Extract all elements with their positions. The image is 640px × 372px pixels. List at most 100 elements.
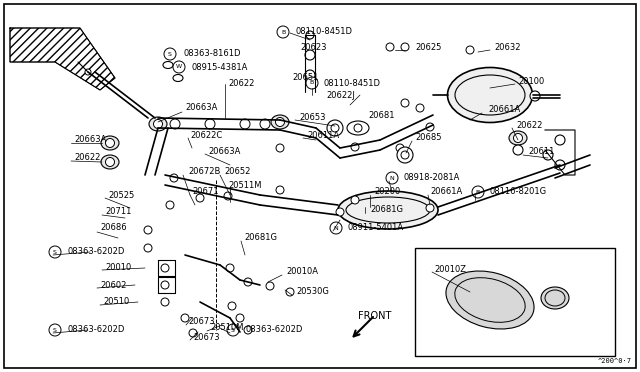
Text: B: B bbox=[310, 80, 314, 86]
Ellipse shape bbox=[101, 136, 119, 150]
Text: 20625: 20625 bbox=[415, 44, 442, 52]
Circle shape bbox=[260, 119, 270, 129]
Circle shape bbox=[144, 244, 152, 252]
Circle shape bbox=[513, 145, 523, 155]
Circle shape bbox=[530, 91, 540, 101]
Circle shape bbox=[331, 124, 339, 132]
Text: 20652: 20652 bbox=[224, 167, 250, 176]
Text: 20525: 20525 bbox=[108, 192, 134, 201]
Text: 20663A: 20663A bbox=[185, 103, 218, 112]
Text: 08363-6202D: 08363-6202D bbox=[246, 326, 303, 334]
Circle shape bbox=[555, 135, 565, 145]
Text: 20663A: 20663A bbox=[208, 147, 241, 155]
Text: 20622: 20622 bbox=[74, 154, 100, 163]
Circle shape bbox=[396, 144, 404, 152]
Circle shape bbox=[181, 314, 189, 322]
Text: N: N bbox=[390, 176, 394, 180]
Text: 08363-8161D: 08363-8161D bbox=[183, 49, 241, 58]
Circle shape bbox=[426, 123, 434, 131]
Circle shape bbox=[173, 61, 185, 73]
Circle shape bbox=[351, 143, 359, 151]
Circle shape bbox=[275, 118, 285, 126]
Circle shape bbox=[161, 298, 169, 306]
Circle shape bbox=[161, 264, 169, 272]
Text: 20661A: 20661A bbox=[488, 106, 520, 115]
Text: 20686: 20686 bbox=[100, 224, 127, 232]
Circle shape bbox=[277, 26, 289, 38]
Text: 20611: 20611 bbox=[528, 148, 554, 157]
Text: 20622C: 20622C bbox=[190, 131, 222, 140]
Text: S: S bbox=[53, 250, 57, 254]
Circle shape bbox=[236, 314, 244, 322]
Text: FRONT: FRONT bbox=[358, 311, 392, 321]
Circle shape bbox=[49, 324, 61, 336]
Text: 20651: 20651 bbox=[292, 74, 318, 83]
Circle shape bbox=[85, 69, 91, 75]
Circle shape bbox=[170, 174, 178, 182]
Circle shape bbox=[161, 281, 169, 289]
Ellipse shape bbox=[173, 74, 183, 81]
Text: 08110-8451D: 08110-8451D bbox=[295, 28, 352, 36]
Text: 20663A: 20663A bbox=[74, 135, 106, 144]
Text: 08363-6202D: 08363-6202D bbox=[68, 247, 125, 257]
Text: B: B bbox=[476, 189, 480, 195]
Text: ^200^0·7: ^200^0·7 bbox=[598, 358, 632, 364]
Text: S: S bbox=[168, 51, 172, 57]
Text: 20623: 20623 bbox=[300, 42, 326, 51]
Circle shape bbox=[305, 50, 315, 60]
Circle shape bbox=[555, 160, 565, 170]
Circle shape bbox=[106, 157, 115, 167]
Circle shape bbox=[49, 246, 61, 258]
Circle shape bbox=[305, 70, 315, 80]
Ellipse shape bbox=[101, 155, 119, 169]
Circle shape bbox=[354, 124, 362, 132]
Text: 08918-2081A: 08918-2081A bbox=[404, 173, 460, 183]
Text: 20200: 20200 bbox=[374, 187, 400, 196]
Text: S: S bbox=[53, 327, 57, 333]
Circle shape bbox=[401, 151, 409, 159]
Ellipse shape bbox=[163, 61, 173, 68]
Text: B: B bbox=[281, 29, 285, 35]
Circle shape bbox=[106, 138, 115, 148]
Text: 20653: 20653 bbox=[299, 113, 326, 122]
Ellipse shape bbox=[447, 67, 532, 122]
Circle shape bbox=[543, 150, 553, 160]
Circle shape bbox=[228, 302, 236, 310]
Ellipse shape bbox=[509, 131, 527, 145]
Circle shape bbox=[266, 282, 274, 290]
Circle shape bbox=[472, 186, 484, 198]
Text: 20511M: 20511M bbox=[228, 180, 262, 189]
Circle shape bbox=[154, 119, 163, 128]
Circle shape bbox=[205, 119, 215, 129]
Text: 20632: 20632 bbox=[494, 42, 520, 51]
Text: 20673: 20673 bbox=[193, 334, 220, 343]
Text: 20711: 20711 bbox=[105, 208, 131, 217]
Circle shape bbox=[244, 278, 252, 286]
Text: 20622: 20622 bbox=[516, 122, 542, 131]
Circle shape bbox=[226, 264, 234, 272]
Circle shape bbox=[196, 194, 204, 202]
Circle shape bbox=[276, 144, 284, 152]
Circle shape bbox=[416, 104, 424, 112]
Circle shape bbox=[401, 43, 409, 51]
Circle shape bbox=[386, 172, 398, 184]
Text: S: S bbox=[231, 327, 235, 333]
Text: 08915-4381A: 08915-4381A bbox=[192, 62, 248, 71]
Text: 20681G: 20681G bbox=[244, 234, 277, 243]
Text: 20673: 20673 bbox=[188, 317, 214, 327]
Circle shape bbox=[386, 43, 394, 51]
Text: 08116-8201G: 08116-8201G bbox=[490, 187, 547, 196]
Circle shape bbox=[170, 119, 180, 129]
Circle shape bbox=[227, 324, 239, 336]
Circle shape bbox=[224, 192, 232, 200]
Text: W: W bbox=[176, 64, 182, 70]
Text: 20672B: 20672B bbox=[188, 167, 220, 176]
Circle shape bbox=[306, 77, 318, 89]
Circle shape bbox=[166, 201, 174, 209]
Circle shape bbox=[244, 326, 252, 334]
Text: 08363-6202D: 08363-6202D bbox=[68, 326, 125, 334]
Circle shape bbox=[336, 208, 344, 216]
Ellipse shape bbox=[541, 287, 569, 309]
Text: 20661A: 20661A bbox=[430, 187, 462, 196]
Ellipse shape bbox=[149, 117, 167, 131]
